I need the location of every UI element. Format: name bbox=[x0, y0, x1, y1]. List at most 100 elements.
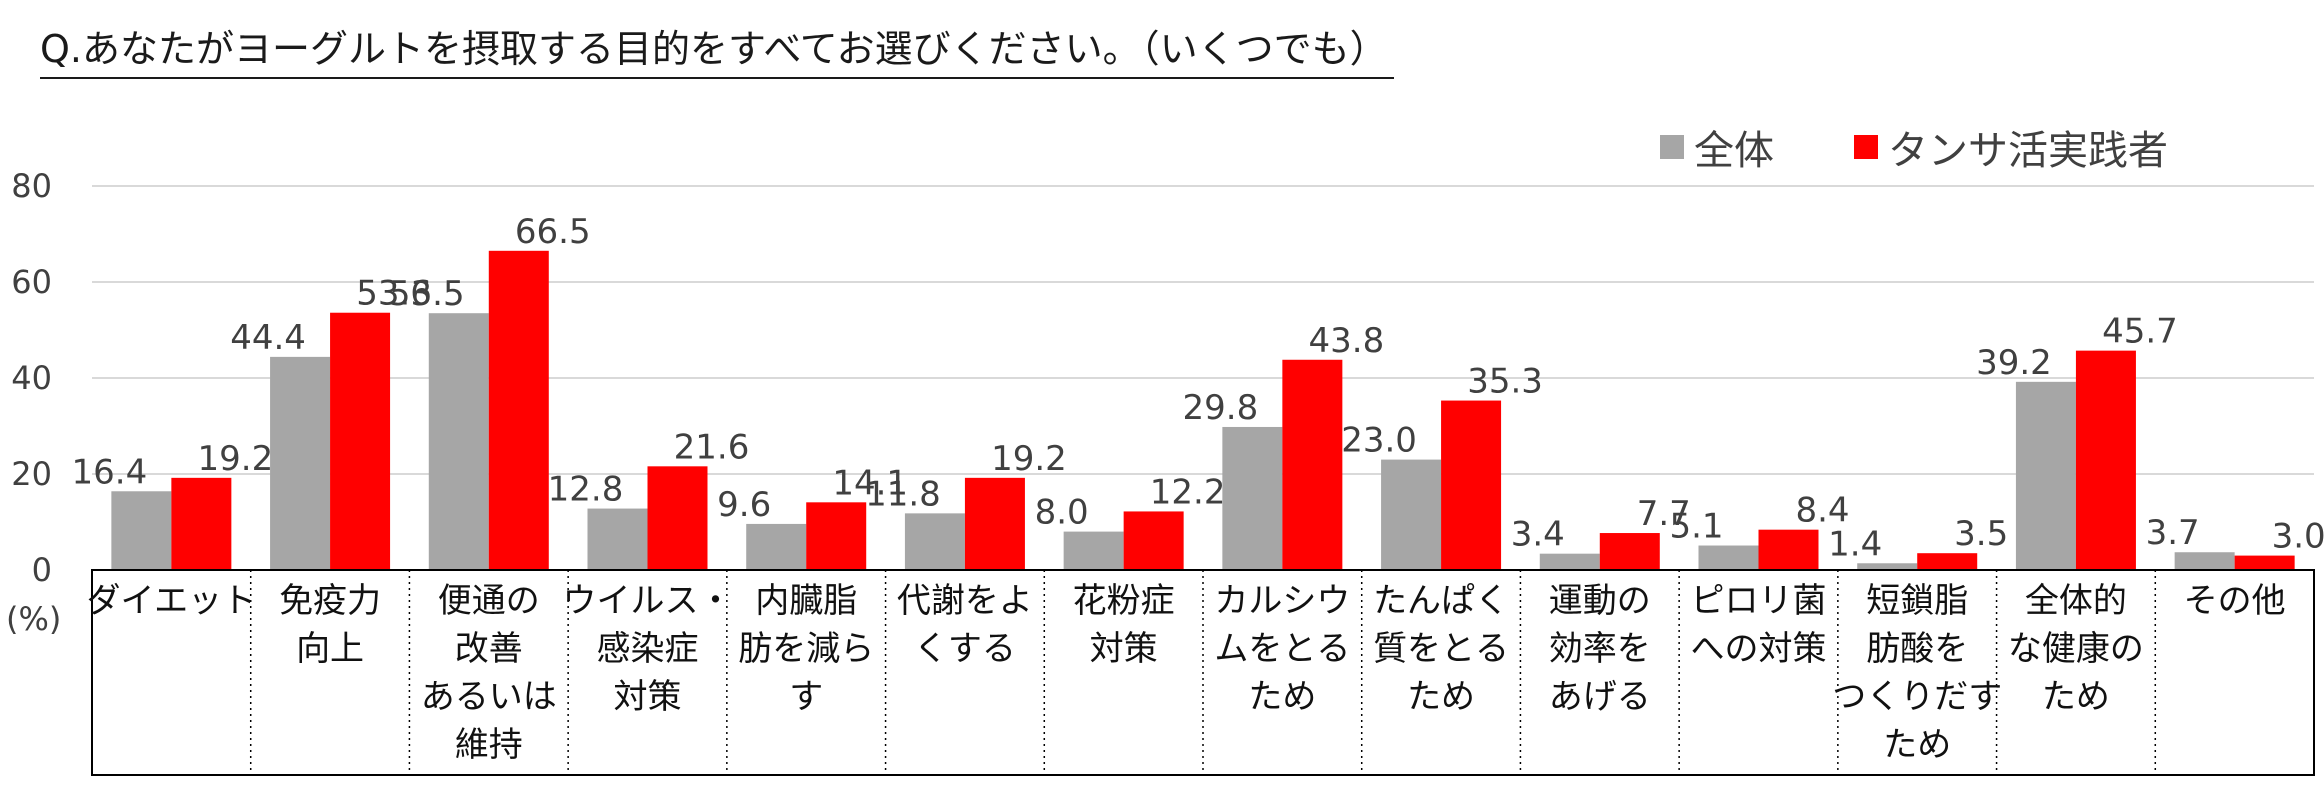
category-label: カルシウ bbox=[1214, 581, 1350, 621]
data-label-all: 53.5 bbox=[389, 274, 465, 314]
category-label: ため bbox=[2042, 677, 2110, 717]
y-axis-label: (%) bbox=[6, 600, 61, 638]
data-label-all: 11.8 bbox=[865, 474, 941, 514]
category-label: 全体的 bbox=[2025, 581, 2127, 621]
category-label: 短鎖脂 bbox=[1866, 581, 1968, 621]
data-label-all: 16.4 bbox=[72, 452, 148, 492]
data-label-all: 9.6 bbox=[717, 485, 771, 525]
data-label-all: 1.4 bbox=[1828, 524, 1882, 564]
legend-item-tansa: タンサ活実践者 bbox=[1854, 118, 2168, 176]
data-label-tansa: 45.7 bbox=[2102, 312, 2178, 352]
data-label-tansa: 43.8 bbox=[1309, 321, 1385, 361]
data-label-tansa: 19.2 bbox=[991, 439, 1067, 479]
category-label: 便通の bbox=[438, 581, 540, 621]
data-label-tansa: 7.7 bbox=[1637, 494, 1691, 534]
category-label: 維持 bbox=[455, 725, 523, 765]
category-label: あげる bbox=[1549, 677, 1651, 717]
bar-all bbox=[587, 508, 648, 570]
category-label: 質をとる bbox=[1373, 629, 1509, 669]
category-label: ムをとる bbox=[1214, 629, 1350, 669]
data-label-tansa: 53.6 bbox=[356, 274, 432, 314]
bar-all bbox=[2015, 381, 2076, 570]
bar-all bbox=[1381, 459, 1442, 570]
category-label: 対策 bbox=[1090, 629, 1158, 669]
legend: 全体 タンサ活実践者 bbox=[1660, 118, 2168, 176]
bar-all bbox=[904, 513, 965, 570]
category-label: 肪酸を bbox=[1866, 629, 1968, 669]
category-label: ウイルス・ bbox=[563, 581, 733, 621]
y-tick-label: 0 bbox=[32, 551, 52, 589]
category-label: つくりだす bbox=[1832, 677, 2002, 717]
bar-tansa bbox=[1282, 359, 1343, 570]
legend-label-tansa: タンサ活実践者 bbox=[1888, 128, 2168, 174]
bar-tansa bbox=[1599, 533, 1660, 570]
category-label: 改善 bbox=[455, 629, 523, 669]
category-label: ため bbox=[1407, 677, 1475, 717]
data-label-all: 8.0 bbox=[1035, 493, 1089, 533]
bar-tansa bbox=[1758, 529, 1819, 570]
category-label: ピロリ菌 bbox=[1691, 581, 1827, 621]
category-label: ダイエット bbox=[87, 581, 257, 621]
category-label: あるいは bbox=[421, 677, 557, 717]
y-tick-label: 20 bbox=[11, 455, 52, 493]
chart-title: Q.あなたがヨーグルトを摂取する目的をすべてお選びください。（いくつでも） bbox=[40, 18, 1394, 79]
bar-tansa bbox=[647, 466, 708, 570]
data-label-all: 23.0 bbox=[1341, 421, 1417, 461]
data-label-tansa: 8.4 bbox=[1795, 491, 1849, 531]
category-label: ため bbox=[1248, 677, 1316, 717]
data-label-tansa: 35.3 bbox=[1467, 362, 1543, 402]
bar-tansa bbox=[2234, 555, 2295, 570]
data-label-tansa: 14.1 bbox=[832, 463, 908, 503]
data-label-tansa: 19.2 bbox=[198, 439, 274, 479]
bar-tansa bbox=[1123, 511, 1184, 570]
legend-swatch-all bbox=[1660, 135, 1684, 159]
data-label-all: 3.4 bbox=[1511, 515, 1565, 555]
bar-all bbox=[111, 491, 172, 570]
category-label: 向上 bbox=[296, 629, 364, 669]
bar-tansa bbox=[1441, 400, 1502, 570]
bar-tansa bbox=[2075, 350, 2136, 570]
category-label: 内臓脂 bbox=[755, 581, 857, 621]
bar-tansa bbox=[488, 250, 549, 571]
category-label: 運動の bbox=[1549, 581, 1651, 621]
bar-tansa bbox=[964, 477, 1025, 570]
data-label-tansa: 21.6 bbox=[674, 427, 750, 467]
bar-all bbox=[2174, 552, 2235, 570]
bar-all bbox=[1539, 553, 1600, 570]
bar-all bbox=[1063, 531, 1124, 570]
category-label: 感染症 bbox=[597, 629, 699, 669]
data-label-tansa: 3.5 bbox=[1954, 514, 2008, 554]
y-tick-label: 80 bbox=[11, 167, 52, 205]
bar-tansa bbox=[806, 502, 867, 570]
data-label-all: 44.4 bbox=[230, 318, 306, 358]
data-label-tansa: 3.0 bbox=[2272, 517, 2324, 557]
data-label-all: 3.7 bbox=[2146, 513, 2200, 553]
category-label: たんぱく bbox=[1373, 581, 1509, 621]
legend-label-all: 全体 bbox=[1694, 128, 1774, 174]
bar-all bbox=[746, 523, 807, 570]
bar-all bbox=[1698, 545, 1759, 570]
bar-all bbox=[428, 313, 489, 570]
category-label: 肪を減ら bbox=[738, 629, 874, 669]
data-label-tansa: 66.5 bbox=[515, 212, 591, 252]
y-tick-label: 60 bbox=[11, 263, 52, 301]
bar-all bbox=[270, 356, 331, 570]
category-label: 花粉症 bbox=[1073, 581, 1175, 621]
legend-swatch-tansa bbox=[1854, 135, 1878, 159]
bar-all bbox=[1222, 426, 1283, 570]
category-label: 免疫力 bbox=[279, 581, 381, 621]
bar-tansa bbox=[171, 477, 232, 570]
category-label: な健康の bbox=[2008, 629, 2144, 669]
category-label: くする bbox=[914, 629, 1016, 669]
category-label: その他 bbox=[2184, 581, 2286, 621]
category-label: 代謝をよ bbox=[897, 581, 1033, 621]
data-label-all: 12.8 bbox=[548, 470, 624, 510]
legend-item-all: 全体 bbox=[1660, 118, 1774, 176]
data-label-all: 29.8 bbox=[1183, 388, 1259, 428]
category-label: ため bbox=[1883, 725, 1951, 765]
data-label-tansa: 12.2 bbox=[1150, 472, 1226, 512]
bar-tansa bbox=[330, 312, 391, 570]
category-label: 効率を bbox=[1549, 629, 1651, 669]
data-label-all: 5.1 bbox=[1669, 507, 1723, 547]
